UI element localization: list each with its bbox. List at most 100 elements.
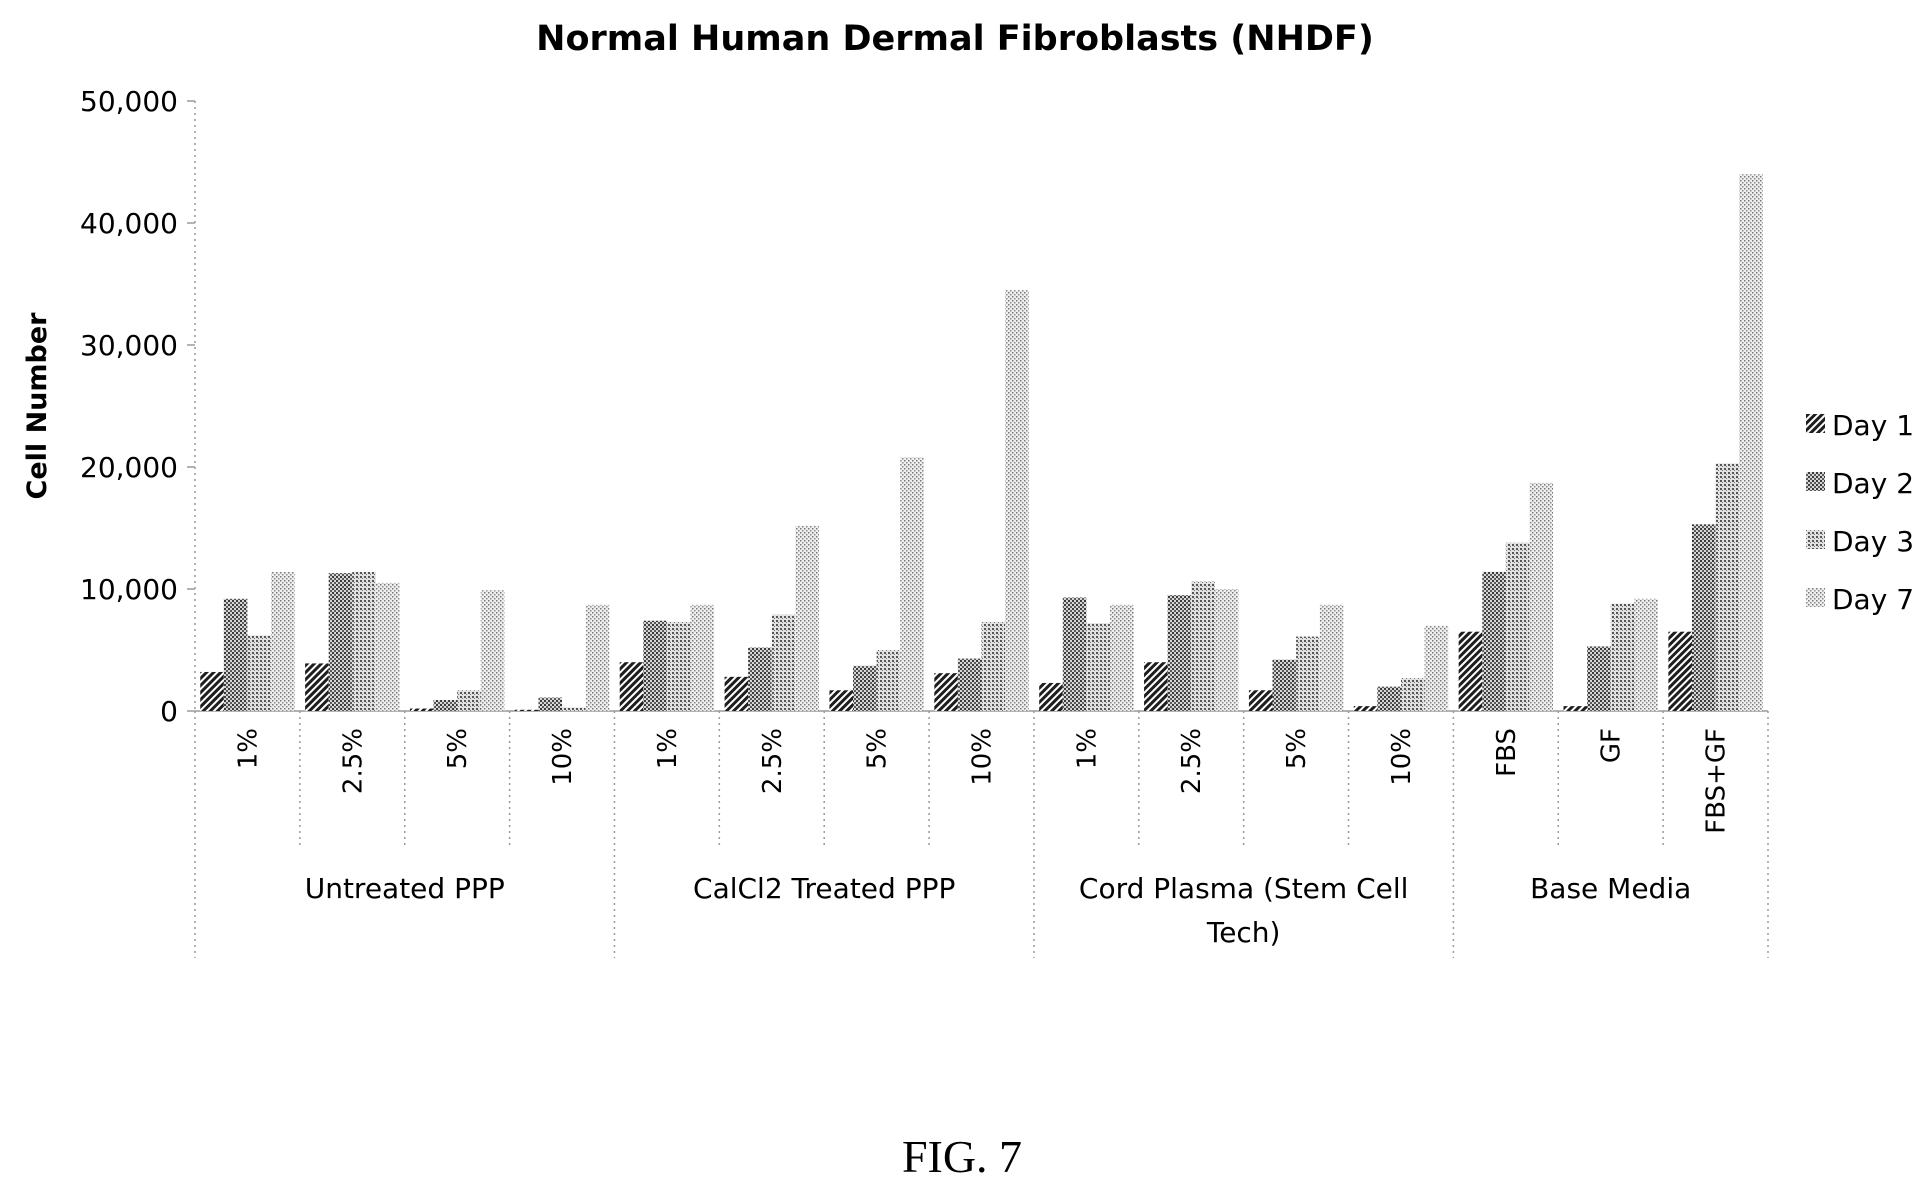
group-labels: Untreated PPP CalCl2 Treated PPP Cord Plas… xyxy=(305,872,1692,949)
bar-day-2 xyxy=(748,647,772,711)
chart-title: Normal Human Dermal Fibroblasts (NHDF) xyxy=(536,19,1374,59)
category-label: 1% xyxy=(653,728,683,769)
bar-day-1 xyxy=(724,676,749,711)
bar-day-3 xyxy=(352,571,376,711)
category-label: FBS+GF xyxy=(1702,728,1732,834)
bar-day-7 xyxy=(1214,589,1239,711)
bar-day-3 xyxy=(666,621,691,711)
bar-day-1 xyxy=(1144,662,1168,711)
bar-day-2 xyxy=(328,573,353,711)
bar-day-7 xyxy=(1005,290,1029,711)
legend-label: Day 1 xyxy=(1832,409,1914,442)
bar-day-3 xyxy=(1086,623,1110,711)
bar-day-3 xyxy=(1715,463,1740,711)
group-label: Base Media xyxy=(1530,872,1691,905)
legend-swatch-day-2 xyxy=(1806,472,1825,491)
bar-day-7 xyxy=(585,604,610,711)
bars xyxy=(200,174,1763,711)
bar-day-1 xyxy=(305,663,329,711)
bar-day-1 xyxy=(1353,706,1378,711)
bar-day-2 xyxy=(957,658,982,711)
bar-day-7 xyxy=(375,582,400,711)
legend-swatch-day-3 xyxy=(1806,530,1825,549)
bar-day-2 xyxy=(853,665,877,711)
legend-swatch-day-1 xyxy=(1806,414,1825,433)
bar-day-3 xyxy=(1505,542,1530,711)
figure-caption: FIG. 7 xyxy=(902,1131,1022,1182)
bar-day-3 xyxy=(876,650,901,711)
legend: Day 1 Day 2 Day 3 Day 7 xyxy=(1806,409,1914,616)
bar-day-7 xyxy=(480,590,505,711)
bar-day-2 xyxy=(643,620,667,711)
category-labels: 1% 2.5% 5% 10% 1% 2.5% 5% 10% 1% 2.5% 5% 10% FBS GF FB… xyxy=(233,728,1731,834)
bar-day-1 xyxy=(1248,690,1273,711)
group-label-line: Tech) xyxy=(1206,916,1281,949)
legend-label: Day 2 xyxy=(1832,467,1914,500)
bar-day-1 xyxy=(200,671,224,711)
bar-day-2 xyxy=(1587,646,1611,711)
y-tick-label: 20,000 xyxy=(80,451,178,484)
bar-day-3 xyxy=(1610,603,1635,711)
category-label: 10% xyxy=(1387,728,1417,786)
category-label: 5% xyxy=(863,728,893,769)
group-label: Untreated PPP xyxy=(305,872,505,905)
category-label: 10% xyxy=(968,728,998,786)
bar-day-1 xyxy=(514,709,539,711)
bar-day-1 xyxy=(1039,682,1063,711)
category-label: 2.5% xyxy=(338,728,368,794)
y-tick-label: 10,000 xyxy=(80,573,178,606)
bar-day-1 xyxy=(1458,631,1483,711)
bar-day-2 xyxy=(433,700,458,711)
bar-day-7 xyxy=(1739,174,1763,711)
y-tick-label: 30,000 xyxy=(80,329,178,362)
bar-day-1 xyxy=(934,673,958,711)
bar-day-7 xyxy=(690,604,715,711)
bar-day-7 xyxy=(1634,598,1658,711)
y-tick-label: 40,000 xyxy=(80,207,178,240)
category-label: FBS xyxy=(1492,728,1522,777)
group-label: CalCl2 Treated PPP xyxy=(693,872,955,905)
category-label: 5% xyxy=(443,728,473,769)
bar-day-3 xyxy=(1296,636,1320,711)
bar-day-7 xyxy=(271,571,295,711)
bar-day-1 xyxy=(829,690,854,711)
bar-day-2 xyxy=(223,598,248,711)
bar-day-3 xyxy=(771,614,796,711)
category-label: 2.5% xyxy=(1177,728,1207,794)
legend-label: Day 7 xyxy=(1832,583,1914,616)
bar-day-3 xyxy=(457,690,481,711)
bar-day-2 xyxy=(1167,595,1192,711)
y-tick-label: 50,000 xyxy=(80,85,178,118)
legend-label: Day 3 xyxy=(1832,525,1914,558)
legend-swatch-day-7 xyxy=(1806,588,1825,607)
bar-day-2 xyxy=(1272,659,1297,711)
bar-day-1 xyxy=(619,662,644,711)
bar-day-3 xyxy=(562,707,586,711)
bar-day-2 xyxy=(538,697,563,711)
y-tick-label: 0 xyxy=(160,695,178,728)
bar-day-2 xyxy=(1377,686,1401,711)
category-label: GF xyxy=(1597,728,1627,763)
y-axis-label: Cell Number xyxy=(22,312,53,500)
bar-day-7 xyxy=(1319,604,1344,711)
bar-day-3 xyxy=(981,621,1006,711)
category-label: 5% xyxy=(1282,728,1312,769)
bar-day-1 xyxy=(1563,706,1588,711)
bar-day-7 xyxy=(1109,604,1134,711)
group-label-line: Cord Plasma (Stem Cell xyxy=(1079,872,1409,905)
bar-day-2 xyxy=(1482,571,1506,711)
category-label: 1% xyxy=(233,728,263,769)
bar-day-7 xyxy=(1529,482,1554,711)
bar-day-1 xyxy=(1668,631,1692,711)
bar-day-7 xyxy=(795,525,819,711)
category-label: 2.5% xyxy=(758,728,788,794)
bar-day-3 xyxy=(1400,678,1425,711)
bar-day-2 xyxy=(1691,524,1716,711)
category-label: 10% xyxy=(548,728,578,786)
bar-day-7 xyxy=(1424,625,1449,711)
bar-day-1 xyxy=(409,708,434,711)
bar-day-3 xyxy=(1191,581,1215,711)
y-axis-ticks: 0 10,000 20,000 30,000 40,000 50,000 xyxy=(80,85,196,728)
bar-day-7 xyxy=(900,457,924,711)
